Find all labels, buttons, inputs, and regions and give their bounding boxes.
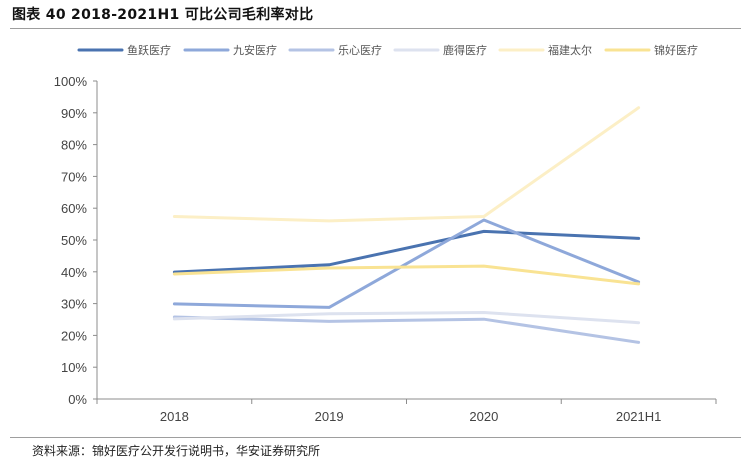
- x-tick-label: 2021H1: [616, 409, 662, 424]
- legend-label: 鱼跃医疗: [127, 43, 171, 57]
- series-line-4: [172, 311, 641, 325]
- legend-label: 锦好医疗: [654, 43, 698, 57]
- y-tick-label: 60%: [61, 201, 87, 216]
- x-tick-label: 2018: [160, 409, 189, 424]
- chart-series: [172, 106, 641, 344]
- footer-divider: [10, 437, 741, 438]
- title-divider: [10, 28, 741, 29]
- figure-title: 图表 40 2018-2021H1 可比公司毛利率对比: [12, 7, 314, 23]
- x-tick-label: 2019: [315, 409, 344, 424]
- y-tick-label: 80%: [61, 138, 87, 153]
- y-tick-label: 10%: [61, 360, 87, 375]
- y-tick-label: 30%: [61, 297, 87, 312]
- y-tick-label: 70%: [61, 169, 87, 184]
- line-chart: 鱼跃医疗 九安医疗 乐心医疗 鹿得医疗 福建太尔 锦好医疗 0% 10% 20% 30% 40% 5…: [54, 43, 717, 424]
- series-line-2: [172, 218, 641, 309]
- legend-label: 乐心医疗: [338, 43, 382, 57]
- series-line-6: [172, 264, 641, 286]
- y-tick-label: 20%: [61, 328, 87, 343]
- legend-label: 鹿得医疗: [443, 43, 487, 57]
- legend-label: 九安医疗: [233, 43, 277, 57]
- source-note: 资料来源：锦好医疗公开发行说明书，华安证券研究所: [32, 444, 321, 458]
- y-tick-label: 100%: [54, 74, 88, 89]
- y-tick-label: 90%: [61, 106, 87, 121]
- series-line-3: [172, 315, 641, 344]
- series-line-5: [172, 106, 641, 223]
- y-tick-label: 40%: [61, 265, 87, 280]
- series-line-1: [172, 229, 641, 274]
- chart-axes: 0% 10% 20% 30% 40% 50% 60% 70% 80% 90% 100% 2018 201…: [54, 74, 717, 424]
- x-tick-label: 2020: [469, 409, 498, 424]
- y-tick-label: 50%: [61, 233, 87, 248]
- chart-legend: 鱼跃医疗 九安医疗 乐心医疗 鹿得医疗 福建太尔 锦好医疗: [77, 43, 698, 57]
- legend-label: 福建太尔: [548, 43, 592, 57]
- y-tick-label: 0%: [68, 392, 87, 407]
